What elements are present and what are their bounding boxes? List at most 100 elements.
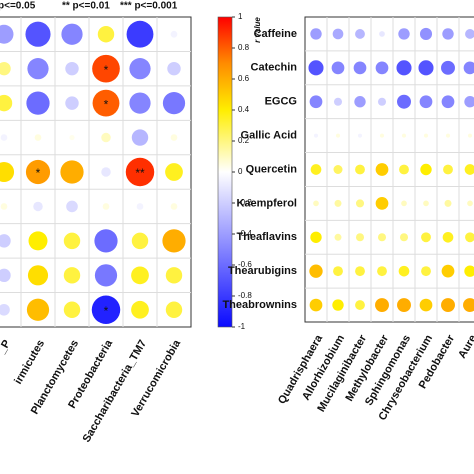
bubble: [333, 97, 343, 106]
bubble: [399, 164, 409, 175]
bubble: [441, 95, 455, 109]
bubble: [66, 200, 78, 213]
bubble: [26, 298, 50, 321]
bubble: [463, 298, 474, 313]
bubble: [0, 94, 13, 112]
bubble: [308, 60, 324, 76]
bubble: [441, 264, 455, 278]
bubble: [357, 133, 363, 138]
row-label: Theabrownins: [222, 299, 297, 311]
bubble: [0, 203, 8, 210]
bubble: [332, 299, 344, 311]
bubble: [423, 200, 429, 207]
row-label: Caffeine: [254, 28, 297, 40]
bubble: [170, 203, 178, 210]
bubble: [465, 232, 474, 243]
bubble: [467, 133, 473, 138]
bubble: [377, 266, 387, 277]
bubble: [101, 167, 111, 177]
significance: *: [104, 97, 109, 111]
bubble: [27, 265, 49, 286]
bubble: [65, 96, 79, 110]
bubble: [398, 265, 410, 277]
row-label: Catechin: [251, 62, 298, 74]
bubble: [333, 165, 343, 174]
bubble: [170, 134, 178, 141]
bubble: [92, 54, 120, 83]
bubble: [355, 199, 365, 208]
colorbar-tick-label: -0.6: [238, 260, 252, 269]
bubble: [102, 203, 110, 210]
legend-item: *** p<=0.001: [120, 1, 178, 12]
bubble: [0, 134, 8, 141]
column-label: Saccharibacteria_TM7: [81, 338, 149, 445]
colorbar-tick-label: -0.4: [238, 229, 252, 238]
bubble: [377, 233, 387, 242]
bubble: [170, 30, 178, 38]
bubble: [97, 26, 115, 43]
bubble: [28, 231, 48, 251]
bubble: [94, 264, 118, 287]
bubble: [33, 201, 43, 212]
colorbar-tick-label: -0.8: [238, 291, 252, 300]
bubble: [375, 298, 389, 313]
bubble: [399, 233, 409, 242]
bubble: [445, 133, 451, 138]
bubble: [167, 61, 181, 76]
bubble: [333, 266, 343, 277]
bubble: [34, 134, 42, 141]
bubble: [419, 298, 433, 312]
bubble: [463, 61, 474, 75]
bubble: [310, 231, 322, 243]
legend-item: ** p<=0.01: [62, 1, 110, 12]
row-label: Kaempferol: [236, 197, 297, 209]
bubble: [63, 301, 81, 318]
bubble: [0, 24, 14, 44]
bubble: [313, 200, 319, 207]
bubble: [441, 298, 455, 313]
bubble: [335, 133, 341, 138]
bubble: [310, 28, 322, 40]
row-label: Gallic Acid: [241, 130, 297, 142]
bubble: [126, 20, 154, 48]
colorbar-tick-label: 0.8: [238, 43, 250, 52]
bubble: [131, 300, 149, 319]
bubble: [309, 264, 323, 278]
bubble: [63, 232, 81, 250]
colorbar-tick-label: 0: [238, 167, 243, 176]
bubble: [334, 233, 342, 241]
bubble: [25, 159, 51, 185]
bubble: [0, 268, 11, 283]
bubble: [421, 232, 431, 243]
bubble: [401, 200, 407, 207]
bubble: [165, 267, 183, 284]
row-label: EGCG: [265, 96, 297, 108]
bubble: [65, 61, 79, 76]
bubble: [131, 266, 149, 285]
bubble: [331, 61, 345, 75]
significance: *: [104, 63, 109, 77]
bubble: [91, 295, 121, 325]
bubble: [131, 232, 149, 250]
row-label: Theaflavins: [236, 231, 297, 243]
bubble: [125, 157, 155, 187]
bubble: [355, 233, 365, 242]
bubble: [309, 95, 323, 109]
row-label: Quercetin: [246, 163, 298, 175]
bubble: [464, 265, 474, 277]
bubble: [94, 229, 118, 253]
bubble: [310, 164, 322, 175]
colorbar-label: r value: [253, 17, 262, 43]
colorbar-tick-label: -1: [238, 322, 246, 331]
bubble: [465, 29, 474, 39]
column-label: _P: [0, 338, 13, 357]
column-label: Aure: [456, 333, 474, 361]
colorbar-tick-label: 0.4: [238, 105, 250, 114]
bubble: [379, 133, 385, 138]
bubble: [355, 29, 365, 39]
bubble: [423, 133, 429, 138]
bubble: [162, 91, 186, 115]
bubble: [69, 134, 75, 141]
bubble: [27, 58, 49, 80]
